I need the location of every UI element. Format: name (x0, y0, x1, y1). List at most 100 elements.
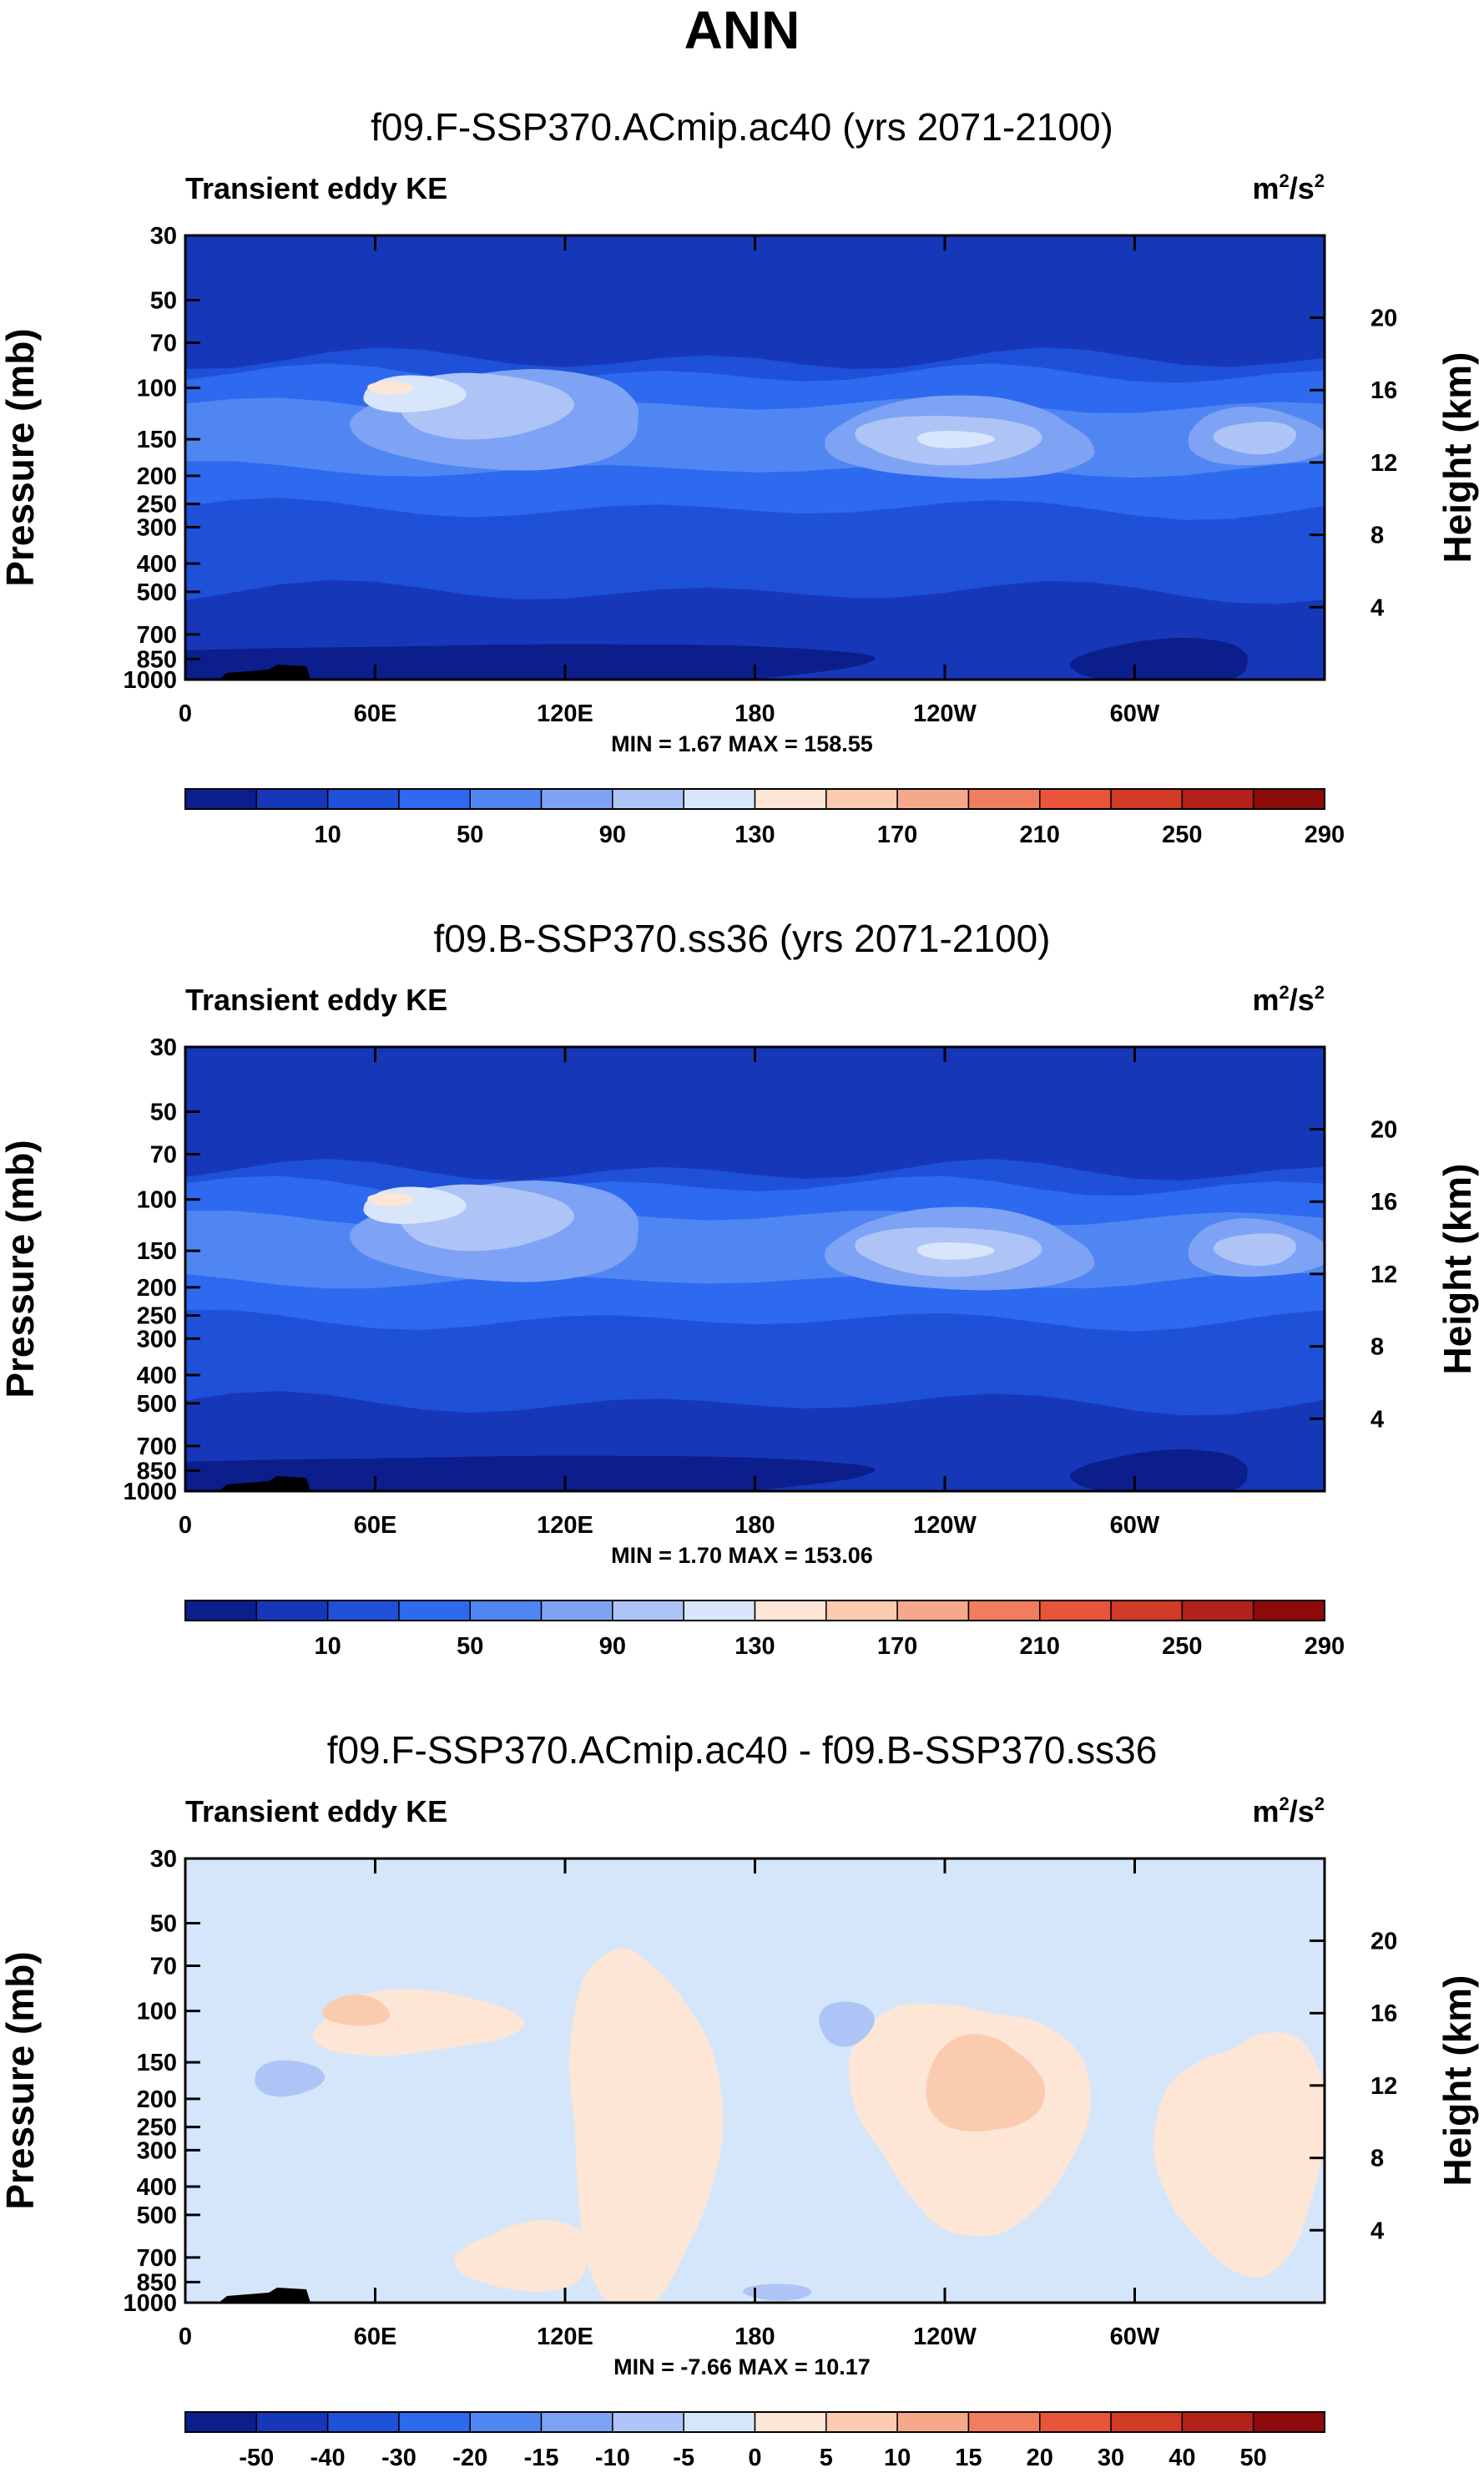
x-tick-label: 60E (354, 700, 397, 727)
colorbar-swatch (896, 1600, 970, 1621)
colorbar-swatch (326, 2411, 400, 2433)
y-right-tick-label: 8 (1370, 523, 1384, 549)
colorbar-swatch (896, 2411, 970, 2433)
colorbar-swatch (540, 788, 613, 810)
y-right-tick-label: 4 (1370, 2218, 1384, 2244)
x-tick-label: 120W (913, 1512, 977, 1539)
y-right-tick-label: 16 (1370, 377, 1397, 404)
colorbar-label: 10 (314, 822, 341, 848)
colorbar-swatch (1039, 2411, 1112, 2433)
y-tick-label: 150 (137, 2050, 177, 2076)
contour-fill (569, 1948, 724, 2303)
y-right-tick-label: 16 (1370, 1189, 1397, 1216)
contour-field (185, 1047, 1325, 1491)
y-tick-label: 500 (137, 579, 177, 606)
y-right-tick-label: 4 (1370, 1406, 1384, 1433)
colorbar-label: 10 (884, 2445, 911, 2471)
colorbar-swatch (1252, 1600, 1325, 1621)
colorbar-swatch (184, 788, 258, 810)
y-tick-label: 850 (137, 646, 177, 673)
colorbar-swatch (612, 788, 684, 810)
panel-1: f09.F-SSP370.ACmip.ac40 (yrs 2071-2100) T… (0, 105, 1479, 848)
colorbar-label: 90 (599, 1633, 626, 1660)
y-right-tick-label: 20 (1370, 306, 1397, 332)
x-tick-label: 0 (179, 700, 192, 727)
x-tick-label: 120W (913, 700, 977, 727)
contour-fill (916, 1242, 995, 1260)
colorbar-swatch (184, 1600, 258, 1621)
x-tick-label: 120E (537, 1512, 593, 1539)
x-tick-label: 180 (734, 1512, 775, 1539)
colorbar-label: 40 (1169, 2445, 1195, 2471)
colorbar-swatch (1039, 1600, 1112, 1621)
panel-subtitle: f09.B-SSP370.ss36 (yrs 2071-2100) (434, 917, 1051, 960)
colorbar-swatch (326, 1600, 400, 1621)
y-right-tick-label: 8 (1370, 2146, 1384, 2172)
colorbar-label: -50 (239, 2445, 274, 2471)
y-tick-label: 850 (137, 1458, 177, 1484)
y-tick-label: 200 (137, 1275, 177, 1302)
panel-2: f09.B-SSP370.ss36 (yrs 2071-2100) Transie… (0, 917, 1479, 1660)
colorbar-swatch (469, 2411, 543, 2433)
colorbar-label: -30 (381, 2445, 416, 2471)
x-tick-label: 60W (1110, 700, 1160, 727)
y-tick-label: 400 (137, 2174, 177, 2201)
colorbar-swatch (398, 2411, 471, 2433)
y-tick-label: 250 (137, 492, 177, 518)
colorbar-swatch (469, 1600, 543, 1621)
panel-subtitle: f09.F-SSP370.ACmip.ac40 - f09.B-SSP370.s… (327, 1728, 1158, 1772)
colorbar-swatch (754, 2411, 827, 2433)
y-axis-label: Pressure (mb) (0, 1951, 42, 2209)
x-tick-label: 120E (537, 700, 593, 727)
y-axis-label: Pressure (mb) (0, 328, 42, 586)
colorbar-swatch (683, 2411, 756, 2433)
topography-mask (219, 1476, 310, 1491)
y-tick-label: 300 (137, 1326, 177, 1353)
colorbar-swatch (540, 2411, 613, 2433)
colorbar-label: -15 (524, 2445, 559, 2471)
y-tick-label: 200 (137, 463, 177, 490)
colorbar-label: 250 (1162, 1633, 1202, 1660)
colorbar-swatch (967, 788, 1041, 810)
colorbar-swatch (967, 1600, 1041, 1621)
contour-fill (926, 2034, 1046, 2132)
contour-fill (255, 2060, 326, 2097)
y-tick-label: 70 (150, 331, 177, 357)
colorbar-swatch (896, 788, 970, 810)
y-right-axis-label: Height (km) (1436, 352, 1479, 564)
y-tick-label: 30 (150, 1034, 177, 1061)
min-max-stats: MIN = 1.70 MAX = 153.06 (611, 1543, 873, 1568)
contour-fill (185, 1858, 1325, 2303)
y-right-tick-label: 12 (1370, 1262, 1397, 1288)
y-tick-label: 70 (150, 1142, 177, 1169)
colorbar-swatch (1039, 788, 1112, 810)
x-tick-label: 180 (734, 2324, 775, 2350)
y-tick-label: 100 (137, 1999, 177, 2025)
y-tick-label: 500 (137, 1391, 177, 1418)
colorbar-swatch (469, 788, 543, 810)
colorbar-swatch (825, 2411, 898, 2433)
colorbar-swatch (1181, 2411, 1254, 2433)
y-tick-label: 700 (137, 1434, 177, 1460)
colorbar-label: 130 (734, 822, 775, 848)
colorbar-label: 290 (1305, 822, 1345, 848)
colorbar-label: 210 (1020, 822, 1060, 848)
y-right-tick-label: 4 (1370, 594, 1384, 621)
y-tick-label: 850 (137, 2269, 177, 2296)
x-tick-label: 120E (537, 2324, 593, 2350)
colorbar-swatch (612, 2411, 684, 2433)
contour-fill (322, 1995, 390, 2026)
colorbar-label: 30 (1098, 2445, 1124, 2471)
colorbar-swatch (683, 1600, 756, 1621)
colorbar-label: -10 (595, 2445, 630, 2471)
x-tick-label: 0 (179, 2324, 192, 2350)
y-tick-label: 100 (137, 1187, 177, 1214)
y-axis-label: Pressure (mb) (0, 1140, 42, 1398)
y-tick-label: 200 (137, 2086, 177, 2113)
colorbar-label: 130 (734, 1633, 775, 1660)
x-tick-label: 120W (913, 2324, 977, 2350)
contour-fill (454, 2219, 588, 2293)
colorbar-label: -5 (673, 2445, 694, 2471)
y-tick-label: 500 (137, 2202, 177, 2229)
min-max-stats: MIN = -7.66 MAX = 10.17 (613, 2354, 871, 2379)
